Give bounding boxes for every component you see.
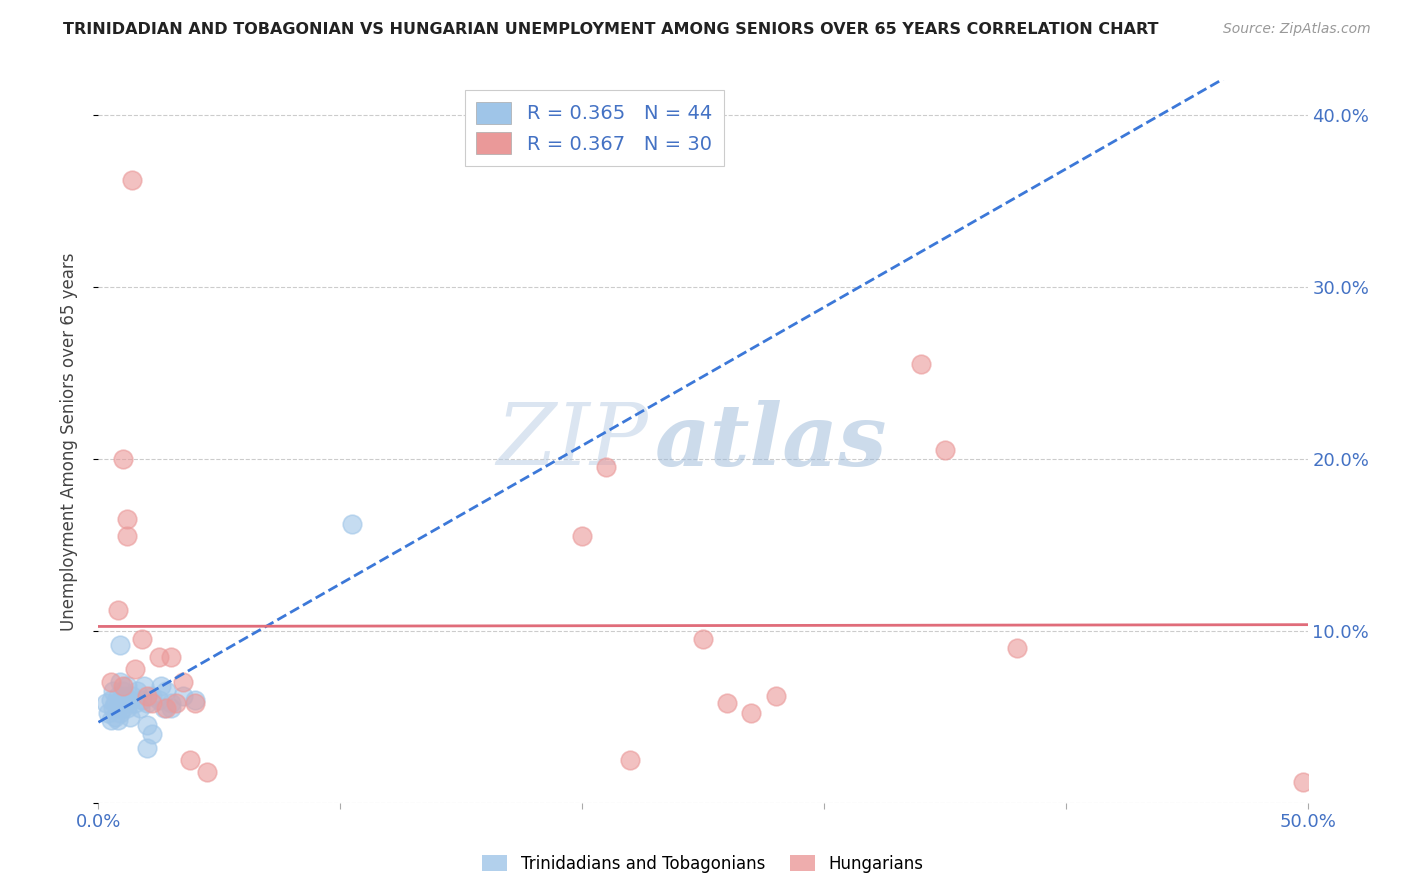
Point <box>148 649 170 664</box>
Point <box>150 679 173 693</box>
Text: atlas: atlas <box>655 400 887 483</box>
Point <box>172 689 194 703</box>
Text: TRINIDADIAN AND TOBAGONIAN VS HUNGARIAN UNEMPLOYMENT AMONG SENIORS OVER 65 YEARS: TRINIDADIAN AND TOBAGONIAN VS HUNGARIAN … <box>63 22 1159 37</box>
Point <box>141 689 163 703</box>
Point <box>135 689 157 703</box>
Legend: R = 0.365   N = 44, R = 0.367   N = 30: R = 0.365 N = 44, R = 0.367 N = 30 <box>464 90 724 166</box>
Text: Source: ZipAtlas.com: Source: ZipAtlas.com <box>1223 22 1371 37</box>
Point <box>160 701 183 715</box>
Point <box>160 649 183 664</box>
Point <box>117 679 139 693</box>
Point <box>152 701 174 715</box>
Point <box>97 706 120 721</box>
Point <box>111 701 134 715</box>
Point <box>107 689 129 703</box>
Point <box>595 460 617 475</box>
Point <box>108 706 131 721</box>
Point <box>124 662 146 676</box>
Point <box>1007 640 1029 655</box>
Point <box>184 692 207 706</box>
Point <box>141 696 163 710</box>
Point <box>107 603 129 617</box>
Point <box>131 632 153 647</box>
Point <box>765 689 787 703</box>
Point <box>100 713 122 727</box>
Point <box>141 727 163 741</box>
Point <box>118 710 141 724</box>
Point <box>111 451 134 466</box>
Point <box>740 706 762 721</box>
Point <box>135 740 157 755</box>
Point <box>134 679 156 693</box>
Legend: Trinidadians and Tobagonians, Hungarians: Trinidadians and Tobagonians, Hungarians <box>475 848 931 880</box>
Point <box>108 696 131 710</box>
Point <box>114 696 136 710</box>
Point <box>117 701 139 715</box>
Point <box>107 713 129 727</box>
Point <box>934 443 956 458</box>
Point <box>910 357 932 371</box>
Point <box>172 675 194 690</box>
Point <box>104 710 127 724</box>
Point <box>155 701 177 715</box>
Point <box>117 512 139 526</box>
Point <box>101 684 124 698</box>
Point <box>94 696 117 710</box>
Point <box>108 675 131 690</box>
Point <box>117 529 139 543</box>
Point <box>111 692 134 706</box>
Point <box>692 632 714 647</box>
Point <box>124 696 146 710</box>
Point <box>101 701 124 715</box>
Point <box>127 684 149 698</box>
Point <box>160 696 183 710</box>
Point <box>121 689 143 703</box>
Point <box>716 696 738 710</box>
Point <box>619 753 641 767</box>
Point <box>195 764 218 779</box>
Point <box>155 684 177 698</box>
Point <box>342 517 364 532</box>
Point <box>111 684 134 698</box>
Text: ZIP: ZIP <box>496 401 648 483</box>
Point <box>165 696 187 710</box>
Point <box>104 696 127 710</box>
Point <box>128 701 150 715</box>
Point <box>179 753 201 767</box>
Point <box>135 718 157 732</box>
Point <box>148 692 170 706</box>
Point <box>100 692 122 706</box>
Point <box>107 701 129 715</box>
Point <box>111 679 134 693</box>
Point <box>571 529 593 543</box>
Point <box>114 689 136 703</box>
Point <box>1292 775 1315 789</box>
Point <box>100 675 122 690</box>
Point <box>131 692 153 706</box>
Point <box>135 696 157 710</box>
Point <box>118 692 141 706</box>
Y-axis label: Unemployment Among Seniors over 65 years: Unemployment Among Seniors over 65 years <box>59 252 77 631</box>
Point <box>184 696 207 710</box>
Point <box>121 173 143 187</box>
Point <box>108 638 131 652</box>
